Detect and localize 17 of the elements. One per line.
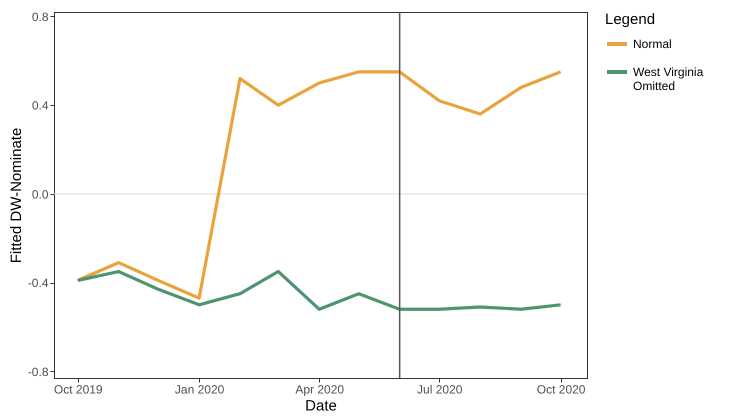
x-tick-label: Oct 2019 [54,382,103,396]
y-tick-label: 0.4 [32,98,49,113]
x-tick-label: Jan 2020 [174,382,225,396]
x-tick-label: Jul 2020 [417,382,463,396]
line-series [76,70,562,300]
legend-label: West Virginia Omitted [633,65,704,93]
y-tick-label: 0.0 [32,187,49,202]
y-tick-label: -0.4 [28,276,49,290]
y-tick-label: -0.8 [28,364,49,379]
line-series [76,270,562,311]
y-tick-label: 0.8 [32,10,49,24]
legend-label: Normal [633,37,672,51]
x-axis-title: Date [305,398,337,414]
x-tick-label: Apr 2020 [295,382,344,396]
y-axis-title: Fitted DW-Nominate [8,128,25,264]
x-tick-label: Oct 2020 [536,382,586,396]
legend-title: Legend [605,11,656,28]
